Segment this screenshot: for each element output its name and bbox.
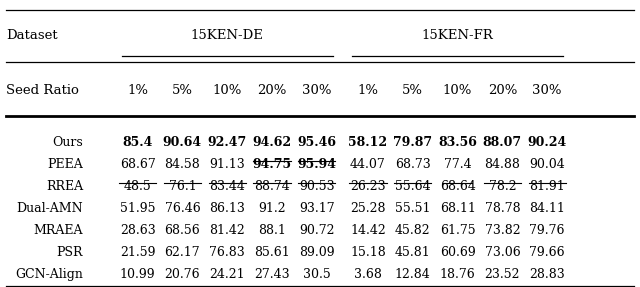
Text: 26.23: 26.23 xyxy=(350,180,386,193)
Text: 20%: 20% xyxy=(257,84,287,97)
Text: 51.95: 51.95 xyxy=(120,201,156,215)
Text: 55.51: 55.51 xyxy=(395,201,431,215)
Text: 68.64: 68.64 xyxy=(440,180,476,193)
Text: 84.58: 84.58 xyxy=(164,158,200,170)
Text: 20.76: 20.76 xyxy=(164,267,200,281)
Text: Dual-AMN: Dual-AMN xyxy=(17,201,83,215)
Text: 1%: 1% xyxy=(358,84,378,97)
Text: 90.72: 90.72 xyxy=(299,224,335,236)
Text: 91.13: 91.13 xyxy=(209,158,245,170)
Text: 68.73: 68.73 xyxy=(395,158,431,170)
Text: 92.47: 92.47 xyxy=(207,135,247,149)
Text: 10%: 10% xyxy=(443,84,472,97)
Text: 94.75: 94.75 xyxy=(252,158,292,170)
Text: 61.75: 61.75 xyxy=(440,224,476,236)
Text: 68.56: 68.56 xyxy=(164,224,200,236)
Text: 3.68: 3.68 xyxy=(354,267,382,281)
Text: 21.59: 21.59 xyxy=(120,246,156,259)
Text: 25.28: 25.28 xyxy=(350,201,386,215)
Text: 93.17: 93.17 xyxy=(299,201,335,215)
Text: 88.1: 88.1 xyxy=(258,224,286,236)
Text: 83.56: 83.56 xyxy=(438,135,477,149)
Text: 83.44: 83.44 xyxy=(209,180,245,193)
Text: 68.67: 68.67 xyxy=(120,158,156,170)
Text: Dataset: Dataset xyxy=(6,29,58,42)
Text: GCN-Align: GCN-Align xyxy=(15,267,83,281)
Text: 79.66: 79.66 xyxy=(529,246,565,259)
Text: 30.5: 30.5 xyxy=(303,267,331,281)
Text: 91.2: 91.2 xyxy=(258,201,286,215)
Text: 84.11: 84.11 xyxy=(529,201,565,215)
Text: 90.64: 90.64 xyxy=(163,135,202,149)
Text: 90.04: 90.04 xyxy=(529,158,565,170)
Text: 88.74: 88.74 xyxy=(254,180,290,193)
Text: 95.94: 95.94 xyxy=(298,158,336,170)
Text: 89.09: 89.09 xyxy=(299,246,335,259)
Text: 95.46: 95.46 xyxy=(298,135,336,149)
Text: 10%: 10% xyxy=(212,84,242,97)
Text: Ours: Ours xyxy=(52,135,83,149)
Text: 73.06: 73.06 xyxy=(484,246,520,259)
Text: 60.69: 60.69 xyxy=(440,246,476,259)
Text: 88.07: 88.07 xyxy=(483,135,522,149)
Text: 77.4: 77.4 xyxy=(444,158,472,170)
Text: 84.88: 84.88 xyxy=(484,158,520,170)
Text: 85.4: 85.4 xyxy=(122,135,153,149)
Text: 27.43: 27.43 xyxy=(254,267,290,281)
Text: 5%: 5% xyxy=(403,84,423,97)
Text: 79.87: 79.87 xyxy=(393,135,433,149)
Text: 81.42: 81.42 xyxy=(209,224,245,236)
Text: 68.11: 68.11 xyxy=(440,201,476,215)
Text: 15KEN-DE: 15KEN-DE xyxy=(191,29,264,42)
Text: 90.24: 90.24 xyxy=(527,135,567,149)
Text: 85.61: 85.61 xyxy=(254,246,290,259)
Text: 12.84: 12.84 xyxy=(395,267,431,281)
Text: 1%: 1% xyxy=(127,84,148,97)
Text: 78.78: 78.78 xyxy=(484,201,520,215)
Text: 10.99: 10.99 xyxy=(120,267,156,281)
Text: 28.83: 28.83 xyxy=(529,267,565,281)
Text: 73.82: 73.82 xyxy=(484,224,520,236)
Text: 48.5: 48.5 xyxy=(124,180,152,193)
Text: 14.42: 14.42 xyxy=(350,224,386,236)
Text: PEEA: PEEA xyxy=(47,158,83,170)
Text: 44.07: 44.07 xyxy=(350,158,386,170)
Text: 30%: 30% xyxy=(302,84,332,97)
Text: 18.76: 18.76 xyxy=(440,267,476,281)
Text: RREA: RREA xyxy=(46,180,83,193)
Text: 94.62: 94.62 xyxy=(252,135,292,149)
Text: 76.1: 76.1 xyxy=(168,180,196,193)
Text: 28.63: 28.63 xyxy=(120,224,156,236)
Text: 45.81: 45.81 xyxy=(395,246,431,259)
Text: 45.82: 45.82 xyxy=(395,224,431,236)
Text: 24.21: 24.21 xyxy=(209,267,245,281)
Text: 79.76: 79.76 xyxy=(529,224,565,236)
Text: 5%: 5% xyxy=(172,84,193,97)
Text: 76.83: 76.83 xyxy=(209,246,245,259)
Text: 15KEN-FR: 15KEN-FR xyxy=(422,29,493,42)
Text: Seed Ratio: Seed Ratio xyxy=(6,84,79,97)
Text: 86.13: 86.13 xyxy=(209,201,245,215)
Text: 15.18: 15.18 xyxy=(350,246,386,259)
Text: MRAEA: MRAEA xyxy=(34,224,83,236)
Text: 76.46: 76.46 xyxy=(164,201,200,215)
Text: 78.2: 78.2 xyxy=(488,180,516,193)
Text: 58.12: 58.12 xyxy=(348,135,388,149)
Text: 30%: 30% xyxy=(532,84,562,97)
Text: 62.17: 62.17 xyxy=(164,246,200,259)
Text: 90.53: 90.53 xyxy=(299,180,335,193)
Text: 23.52: 23.52 xyxy=(484,267,520,281)
Text: 20%: 20% xyxy=(488,84,517,97)
Text: 81.91: 81.91 xyxy=(529,180,565,193)
Text: PSR: PSR xyxy=(57,246,83,259)
Text: 55.64: 55.64 xyxy=(395,180,431,193)
